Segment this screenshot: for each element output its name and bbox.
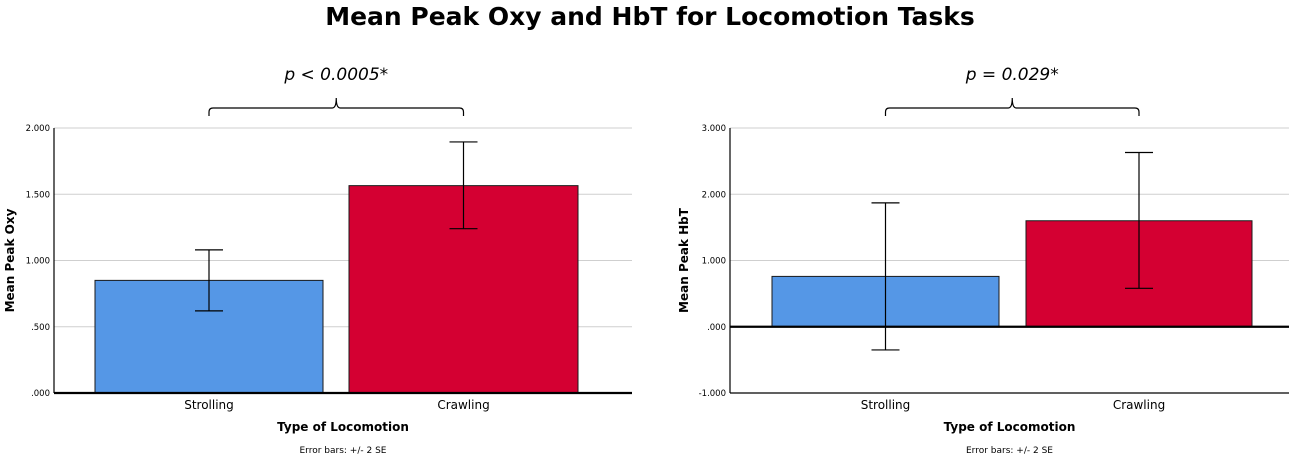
significance-brace [884, 97, 1140, 116]
y-axis-title: Mean Peak Oxy [3, 208, 17, 312]
chart-panel-2: -1.000 .000 1.000 2.000 3.000 Strolling Crawli… [677, 65, 1289, 456]
y-tick-label: 2.000 [702, 190, 726, 200]
p-value-annotation: p = 0.029* [965, 65, 1059, 85]
significance-brace [208, 97, 465, 116]
y-tick-label: 1.500 [26, 190, 50, 200]
category-label: Crawling [1113, 398, 1165, 412]
category-label: Crawling [437, 398, 489, 412]
error-bar-crawling [449, 141, 478, 230]
error-bar-strolling [871, 202, 900, 351]
error-bar-note: Error bars: +/- 2 SE [300, 446, 387, 456]
chart-panel-1: .000 .500 1.000 1.500 2.000 Strolling Crawling… [3, 65, 632, 456]
error-bar-crawling [1125, 151, 1153, 289]
category-label: Strolling [861, 398, 911, 412]
error-bar-note: Error bars: +/- 2 SE [966, 446, 1053, 456]
y-tick-label: 1.000 [702, 257, 726, 267]
y-tick-label: -1.000 [699, 389, 726, 399]
y-tick-label: .000 [31, 389, 50, 399]
x-axis-title: Type of Locomotion [944, 420, 1076, 434]
y-tick-label: .000 [707, 323, 726, 333]
y-tick-label: 2.000 [26, 124, 50, 134]
p-value-annotation: p < 0.0005* [283, 65, 388, 85]
x-axis-title: Type of Locomotion [277, 420, 409, 434]
category-label: Strolling [184, 398, 234, 412]
figure-title: Mean Peak Oxy and HbT for Locomotion Tas… [325, 2, 975, 31]
y-tick-label: 3.000 [702, 124, 726, 134]
y-tick-label: .500 [31, 323, 50, 333]
y-tick-label: 1.000 [26, 257, 50, 267]
error-bar-strolling [195, 249, 223, 312]
y-axis-title: Mean Peak HbT [677, 207, 691, 313]
